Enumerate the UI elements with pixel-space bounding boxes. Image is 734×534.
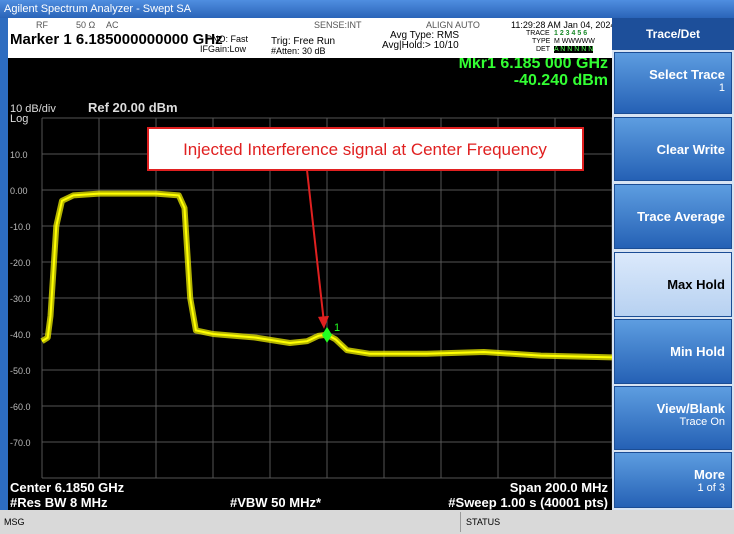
menu-title: Trace/Det <box>612 18 734 50</box>
annotation-box <box>147 127 584 171</box>
y-tick-label: -10.0 <box>10 222 31 232</box>
softkey-panel: Trace/Det Select Trace 1 Clear Write Trace … <box>612 18 734 510</box>
spectrum-display: Mkr1 6.185 000 GHz -40.240 dBm 10 dB/div… <box>8 58 612 510</box>
det-label: DET <box>536 46 550 53</box>
softkey-label: Select Trace <box>649 67 725 82</box>
ifgain: IFGain:Low <box>200 44 247 54</box>
log: Log <box>10 113 28 125</box>
softkey-label: Max Hold <box>667 277 725 292</box>
datetime: 11:29:28 AM Jan 04, 2024 <box>511 20 616 30</box>
softkey[interactable]: Select Trace 1 <box>614 52 732 114</box>
rf: RF <box>36 20 48 30</box>
align: ALIGN AUTO <box>426 20 480 30</box>
span: Span 200.0 MHz <box>510 480 609 495</box>
softkey-sub: Trace On <box>679 416 725 428</box>
avg-type: Avg Type: RMS <box>390 30 460 41</box>
softkey-sub: 1 of 3 <box>697 482 725 494</box>
rbw: #Res BW 8 MHz <box>10 495 108 510</box>
softkey[interactable]: View/Blank Trace On <box>614 386 732 450</box>
mkr-amp: -40.240 dBm <box>514 72 608 89</box>
annotation-arrow <box>306 169 325 323</box>
softkey[interactable]: Max Hold <box>614 252 732 317</box>
type-label: TYPE <box>532 38 551 45</box>
scale: 10 dB/div <box>10 103 56 115</box>
divider <box>460 512 461 532</box>
trace-label: TRACE <box>526 30 550 37</box>
softkey[interactable]: More 1 of 3 <box>614 452 732 508</box>
trace <box>41 192 612 359</box>
mkr-freq: Mkr1 6.185 000 GHz <box>459 58 608 72</box>
sweep: #Sweep 1.00 s (40001 pts) <box>448 495 608 510</box>
y-tick-label: -60.0 <box>10 402 31 412</box>
vbw: #VBW 50 MHz* <box>230 495 322 510</box>
coupling: AC <box>106 20 119 30</box>
status: STATUS <box>466 517 501 527</box>
title-bar: Agilent Spectrum Analyzer - Swept SA <box>0 0 734 18</box>
header: RF 50 Ω AC SENSE:INT ALIGN AUTO 11:29:28… <box>8 18 616 58</box>
marker-freq: Marker 1 6.185000000000 GHz <box>10 31 223 48</box>
trace-value: 1 2 3 4 5 6 <box>554 30 588 37</box>
ref-level: Ref 20.00 dBm <box>88 100 178 115</box>
msg: MSG <box>4 517 25 527</box>
sense: SENSE:INT <box>314 20 362 30</box>
softkey[interactable]: Trace Average <box>614 184 732 249</box>
softkey-label: Trace Average <box>637 209 725 224</box>
center: Center 6.1850 GHz <box>10 480 125 495</box>
annotation: Injected Interference signal at Center F… <box>183 140 547 159</box>
avg-hold: Avg|Hold:> 10/10 <box>382 40 459 51</box>
softkey[interactable]: Min Hold <box>614 319 732 384</box>
footer: MSG STATUS <box>0 510 734 534</box>
impedance: 50 Ω <box>76 20 96 30</box>
arrow-head <box>318 315 329 329</box>
marker <box>322 326 332 343</box>
softkey-label: View/Blank <box>656 401 725 416</box>
y-tick-label: 10.0 <box>10 150 28 160</box>
det-value: A N N N N N <box>554 46 594 53</box>
y-tick-label: -70.0 <box>10 438 31 448</box>
trig: Trig: Free Run <box>271 36 336 47</box>
type-value: M WWWWW <box>554 38 595 45</box>
pno: PNO: Fast <box>206 34 249 44</box>
softkey-label: More <box>693 467 725 482</box>
y-tick-label: 0.00 <box>10 186 28 196</box>
y-tick-label: -30.0 <box>10 294 31 304</box>
y-tick-label: -40.0 <box>10 330 31 340</box>
softkey[interactable]: Clear Write <box>614 117 732 181</box>
y-tick-label: -20.0 <box>10 258 31 268</box>
marker-label: 1 <box>334 322 340 334</box>
softkey-label: Clear Write <box>656 142 725 157</box>
softkey-sub: 1 <box>718 82 725 94</box>
atten: #Atten: 30 dB <box>271 46 326 56</box>
softkey-label: Min Hold <box>670 344 725 359</box>
y-tick-label: -50.0 <box>10 366 31 376</box>
